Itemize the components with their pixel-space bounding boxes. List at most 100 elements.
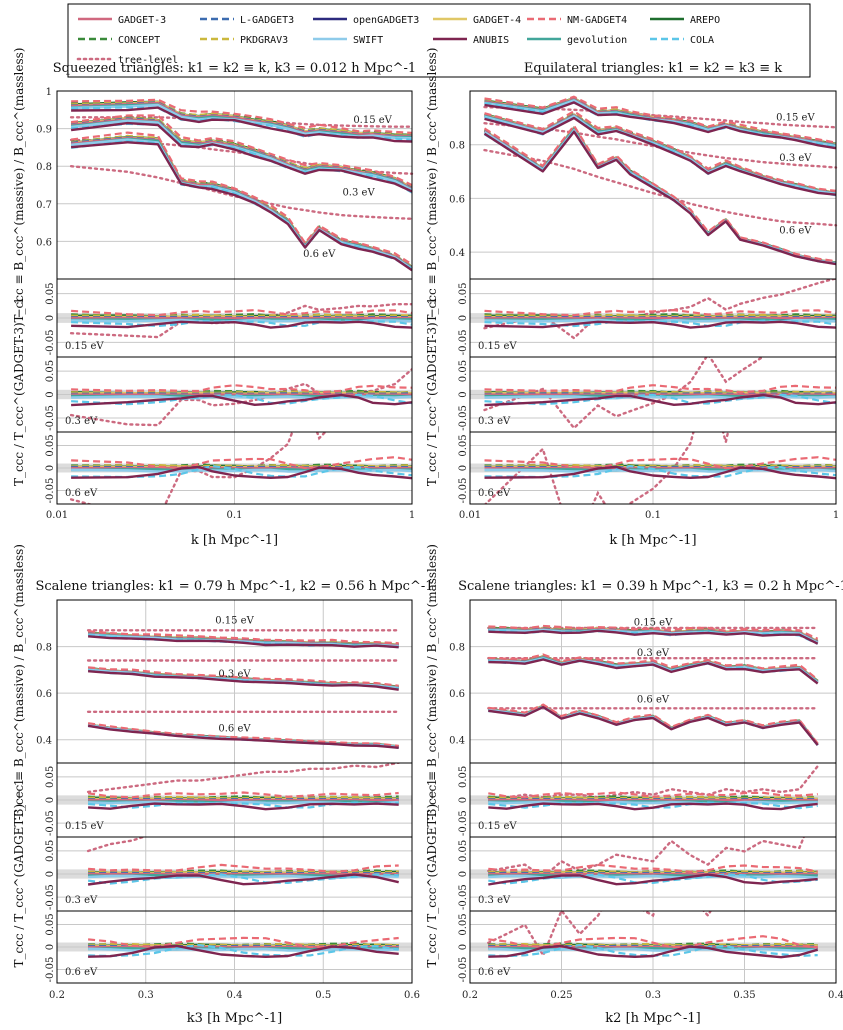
residual-anubis [488,944,819,959]
residual-series [483,432,836,504]
residual-nm-gadget4 [87,936,399,949]
y-axis-label-residual: T_ccc / T_ccc^(GADGET-3) − 1 [12,297,26,486]
residual-panel-2: -0.05 0 0.05 0.3 eV [458,356,837,433]
residual-anubis [87,873,399,886]
residual-nm-gadget4 [71,456,412,470]
residual-anubis [488,873,818,886]
mass-label: 0.6 eV [303,249,336,260]
tree-level-residual [69,432,327,504]
series-anubis-0p15-eV [88,635,399,649]
x-tick-label: 0.35 [733,990,755,1001]
residual-panel-1: -0.05 0 0.05 0.15 eV [458,762,837,838]
y-axis-label-residual: T_ccc / T_ccc^(GADGET-3) − 1 [12,778,26,967]
series-nm-gadget4-0p15-eV [484,95,837,144]
residual-nm-gadget4 [88,863,399,874]
y-tick-label: 0.8 [36,643,52,654]
legend-label-cola: COLA [690,35,714,46]
residual-nm-gadget4 [484,456,836,470]
y-axis-label-top: T_ccc ≡ B_ccc^(massive) / B_ccc^(massles… [12,544,26,819]
residual-tick-label: -0.05 [45,810,56,836]
x-axis-label: k [h Mpc^-1] [609,533,696,548]
mass-label: 0.15 eV [65,341,104,352]
residual-anubis [71,393,412,407]
y-axis-label-top: T_ccc ≡ B_ccc^(massive) / B_ccc^(massles… [12,48,26,323]
tree-level-residual [86,763,400,794]
x-tick-label: 0.01 [46,510,68,521]
series-anubis-0p3-eV [484,116,837,196]
residual-frame [56,910,413,984]
panel-1: Squeezed triangles: k1 = k2 ≡ k, k3 = 0.… [12,48,416,549]
residual-series [487,911,819,959]
residual-nm-gadget4 [488,791,818,799]
residual-panel-2: -0.05 0 0.05 0.3 eV [45,836,413,912]
residual-pkdgrav3 [484,463,836,468]
mass-label: 0.3 eV [65,416,98,427]
y-axis-label-top: T_ccc ≡ B_ccc^(massive) / B_ccc^(massles… [425,48,439,323]
series-anubis-0p15-eV [488,629,819,645]
residual-tick-label: -0.05 [45,884,56,910]
series-anubis-0p6-eV [483,130,837,266]
residual-series [483,357,836,430]
panel-title: Equilateral triangles: k1 = k2 = k3 ≡ k [524,61,782,76]
series-anubis-0p3-eV [70,121,413,193]
residual-panel-3: -0.05 0 0.05 0.6 eV [45,910,413,984]
legend-label-gadget-4: GADGET-4 [473,15,521,26]
residual-series [69,432,412,504]
y-tick-label: 1 [46,87,52,98]
mass-label: 0.6 eV [478,488,511,499]
residual-swift [484,395,836,400]
x-axis-label: k3 [h Mpc^-1] [187,1011,282,1026]
y-tick-label: 0.6 [36,237,52,248]
y-tick-label: 0.6 [449,689,465,700]
series-gevolution-0p3-eV [70,119,413,192]
mass-label: 0.3 eV [218,669,251,680]
residual-anubis [71,465,412,480]
residual-tick-label: 0.05 [458,840,469,862]
residual-series [69,368,412,427]
residual-anubis [484,465,836,480]
residual-panel-1: -0.05 0 0.05 0.15 eV [458,278,837,358]
mass-label: 0.15 eV [478,341,517,352]
top-panel: 0.4 0.6 0.8 T_ccc ≡ B_ccc^(massive) / B_ccc… [425,48,838,323]
legend-label-opengadget3: openGADGET3 [353,15,419,26]
x-axis-label: k [h Mpc^-1] [191,533,278,548]
y-axis-label-residual: T_ccc / T_ccc^(GADGET-3) − 1 [425,778,439,967]
top-panel: 0.4 0.6 0.8 T_ccc ≡ B_ccc^(massive) / B_ccc… [12,544,413,819]
residual-tick-label: -0.05 [458,810,469,836]
x-tick-label: 0.1 [227,510,243,521]
residual-tick-label: -0.05 [45,957,56,983]
residual-nm-gadget4 [484,384,836,394]
x-tick-label: 0.01 [459,510,481,521]
y-tick-label: 0.4 [449,248,465,259]
mass-label: 0.3 eV [478,416,511,427]
series-nm-gadget4-0p15-eV [71,98,413,134]
residual-series [487,765,819,811]
residual-tick-label: 0 [45,315,56,321]
series-nm-gadget4-0p6-eV [483,124,837,263]
residual-nm-gadget4 [71,384,412,394]
chart-panels: Squeezed triangles: k1 = k2 ≡ k, k3 = 0.… [12,48,843,1027]
y-axis-label-top: T_ccc ≡ B_ccc^(massive) / B_ccc^(massles… [425,544,439,819]
residual-tick-label: -0.05 [458,957,469,983]
panel-4: Scalene triangles: k1 = 0.39 h Mpc^-1, k… [425,544,843,1026]
series-nm-gadget4-0p3-eV [484,110,837,192]
series-opengadget3-0p3-eV [70,119,413,191]
mass-label: 0.6 eV [65,488,98,499]
x-tick-label: 0.2 [462,990,478,1001]
y-tick-label: 0.6 [36,689,52,700]
residual-series [86,763,400,811]
series-nm-gadget4-0p6-eV [70,131,413,266]
legend-label-tree-level: tree-level [118,55,178,66]
series-nm-gadget4-0p3-eV [70,114,413,187]
x-tick-label: 0.3 [138,990,154,1001]
residual-anubis [488,802,818,811]
residual-cola [484,393,836,406]
y-tick-label: 0.6 [449,194,465,205]
mass-label: 0.3 eV [342,188,375,199]
x-tick-label: 1 [409,510,415,521]
panel-title: Scalene triangles: k1 = 0.79 h Mpc^-1, k… [35,579,433,594]
residual-nm-gadget4 [71,309,412,317]
panel-3: Scalene triangles: k1 = 0.79 h Mpc^-1, k… [12,544,434,1026]
residual-cola [87,873,399,885]
residual-cola [71,465,412,479]
